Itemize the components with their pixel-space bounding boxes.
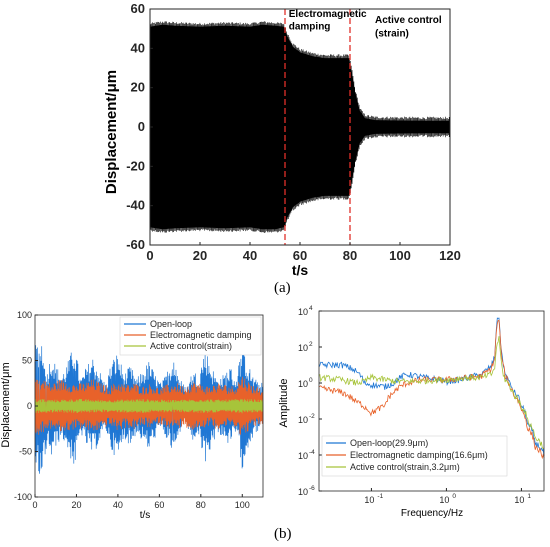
- chart-b-spectrum-ytick-label-1: 10: [298, 451, 308, 461]
- chart-a-ytick-label-0: -60: [126, 237, 145, 252]
- chart-a-ytick-label-4: 20: [131, 80, 145, 95]
- chart-b-spectrum-legend-label-0: Open-loop(29.9μm): [350, 438, 428, 448]
- chart-b-spectrum-ytick-exp-3: 0: [309, 377, 313, 384]
- chart-b-time-legend-label-1: Electromagnetic damping: [150, 330, 252, 340]
- chart-b-spectrum-xtick-label-2: 10: [514, 495, 524, 505]
- chart-b-spectrum-ytick-exp-4: 2: [309, 341, 313, 348]
- chart-b-time-ylabel: Displacement/μm: [0, 362, 12, 447]
- chart-b-spectrum-xtick-label-0: 10: [364, 495, 374, 505]
- chart-b-spectrum-ytick-label-4: 10: [298, 343, 308, 353]
- chart-a-ytick-label-6: 60: [131, 1, 145, 16]
- chart-b-time-legend-box: [119, 316, 262, 356]
- chart-a: Open-loop Electromagnetic damping Active co…: [103, 1, 461, 278]
- chart-b-spectrum-legend-box: [321, 435, 508, 477]
- chart-b-spectrum-xtick-label-1: 10: [439, 495, 449, 505]
- chart-a-xtick-label-1: 20: [193, 248, 207, 263]
- chart-b-time-xtick-label-0: 0: [32, 500, 37, 510]
- chart-a-annotation-3: Active control: [375, 15, 442, 26]
- chart-b-time-xtick-label-4: 80: [196, 500, 206, 510]
- caption-a: (a): [274, 280, 291, 296]
- chart-b-spectrum-axes: 10 -1 10 0 10 110 -610 -410 -210 010 210 4: [298, 305, 545, 505]
- chart-b-time-legend-label-2: Active control(strain): [150, 341, 232, 351]
- chart-b-spectrum-ytick-label-3: 10: [298, 379, 308, 389]
- chart-b-spectrum-legend-label-1: Electromagnetic damping(16.6μm): [350, 450, 488, 460]
- chart-b-spectrum-ytick-label-0: 10: [298, 487, 308, 497]
- chart-b-spectrum-series-0: [318, 317, 545, 457]
- chart-b-spectrum-xtick-exp-0: -1: [377, 493, 383, 500]
- chart-b-time-axes: 0 20 40 60 80 100 -100 -50 0 50 100: [14, 310, 264, 510]
- chart-b-spectrum-ytick-label-2: 10: [298, 415, 308, 425]
- chart-a-xtick-label-2: 40: [243, 248, 257, 263]
- chart-b-spectrum: 10 -1 10 0 10 110 -610 -410 -210 010 210 4 Open-loo…: [278, 305, 545, 519]
- chart-b-spectrum-ytick-label-5: 10: [298, 307, 308, 317]
- chart-b-time-xtick-label-3: 60: [154, 500, 164, 510]
- chart-a-annotation-0: Open-loop: [198, 9, 248, 20]
- chart-b-spectrum-xtick-exp-2: 1: [527, 493, 531, 500]
- caption-b: (b): [274, 526, 292, 542]
- chart-b-time-ytick-label-1: -50: [19, 447, 32, 457]
- chart-b-time-ytick-label-4: 100: [17, 310, 32, 320]
- chart-a-ytick-label-5: 40: [131, 40, 145, 55]
- chart-b-time-series-2: [34, 398, 264, 414]
- chart-a-axes: 0 20 40 60 80 100 120 -60 -40 -20 0 20 40 60: [126, 1, 461, 263]
- chart-b-spectrum-xlabel: Frequency/Hz: [401, 508, 463, 519]
- chart-b-spectrum-ytick-exp-0: -6: [309, 485, 315, 492]
- chart-a-ytick-label-3: 0: [138, 119, 145, 134]
- chart-b-spectrum-frame: [318, 310, 545, 492]
- chart-a-ytick-label-1: -40: [126, 198, 145, 213]
- chart-b-time-xtick-label-1: 20: [71, 500, 81, 510]
- chart-b-spectrum-ylabel: Amplitude: [278, 379, 290, 428]
- chart-a-ytick-label-2: -20: [126, 158, 145, 173]
- chart-a-xtick-label-5: 100: [389, 248, 411, 263]
- chart-a-annotation-2: damping: [289, 22, 331, 33]
- chart-b-time-xlabel: t/s: [140, 510, 151, 521]
- chart-a-plot-area: Open-loop Electromagnetic damping Active co…: [149, 9, 450, 245]
- chart-b-spectrum-legend-label-2: Active control(strain,3.2μm): [350, 462, 460, 472]
- chart-a-ylabel: Displacement/μm: [103, 70, 120, 194]
- chart-b-spectrum-legend: Open-loop(29.9μm) Electromagnetic damping…: [321, 435, 508, 477]
- chart-b-spectrum-ytick-exp-5: 4: [309, 305, 313, 312]
- chart-b-time-xtick-label-5: 100: [235, 500, 250, 510]
- chart-b-spectrum-xtick-exp-1: 0: [452, 493, 456, 500]
- chart-a-annotation-1: Electromagnetic: [289, 9, 367, 20]
- chart-a-xtick-label-6: 120: [439, 248, 461, 263]
- chart-a-xtick-label-3: 60: [293, 248, 307, 263]
- chart-b-time-legend-label-0: Open-loop: [150, 319, 192, 329]
- chart-b-time-ytick-label-2: 0: [27, 401, 32, 411]
- chart-b-time: 0 20 40 60 80 100 -100 -50 0 50 100 Open-loopElect…: [0, 310, 264, 521]
- chart-b-spectrum-series-2: [318, 336, 545, 450]
- chart-b-time-ytick-label-3: 50: [22, 356, 32, 366]
- chart-a-xtick-label-0: 0: [146, 248, 153, 263]
- chart-a-annotation-4: (strain): [375, 29, 409, 40]
- chart-b-time-xtick-label-2: 40: [113, 500, 123, 510]
- chart-b-spectrum-series-1: [318, 319, 545, 460]
- chart-a-xlabel: t/s: [292, 262, 309, 278]
- chart-b-time-ytick-label-0: -100: [14, 492, 32, 502]
- chart-b-spectrum-ytick-exp-2: -2: [309, 413, 315, 420]
- chart-a-xtick-label-4: 80: [343, 248, 357, 263]
- chart-b-spectrum-ytick-exp-1: -4: [309, 449, 315, 456]
